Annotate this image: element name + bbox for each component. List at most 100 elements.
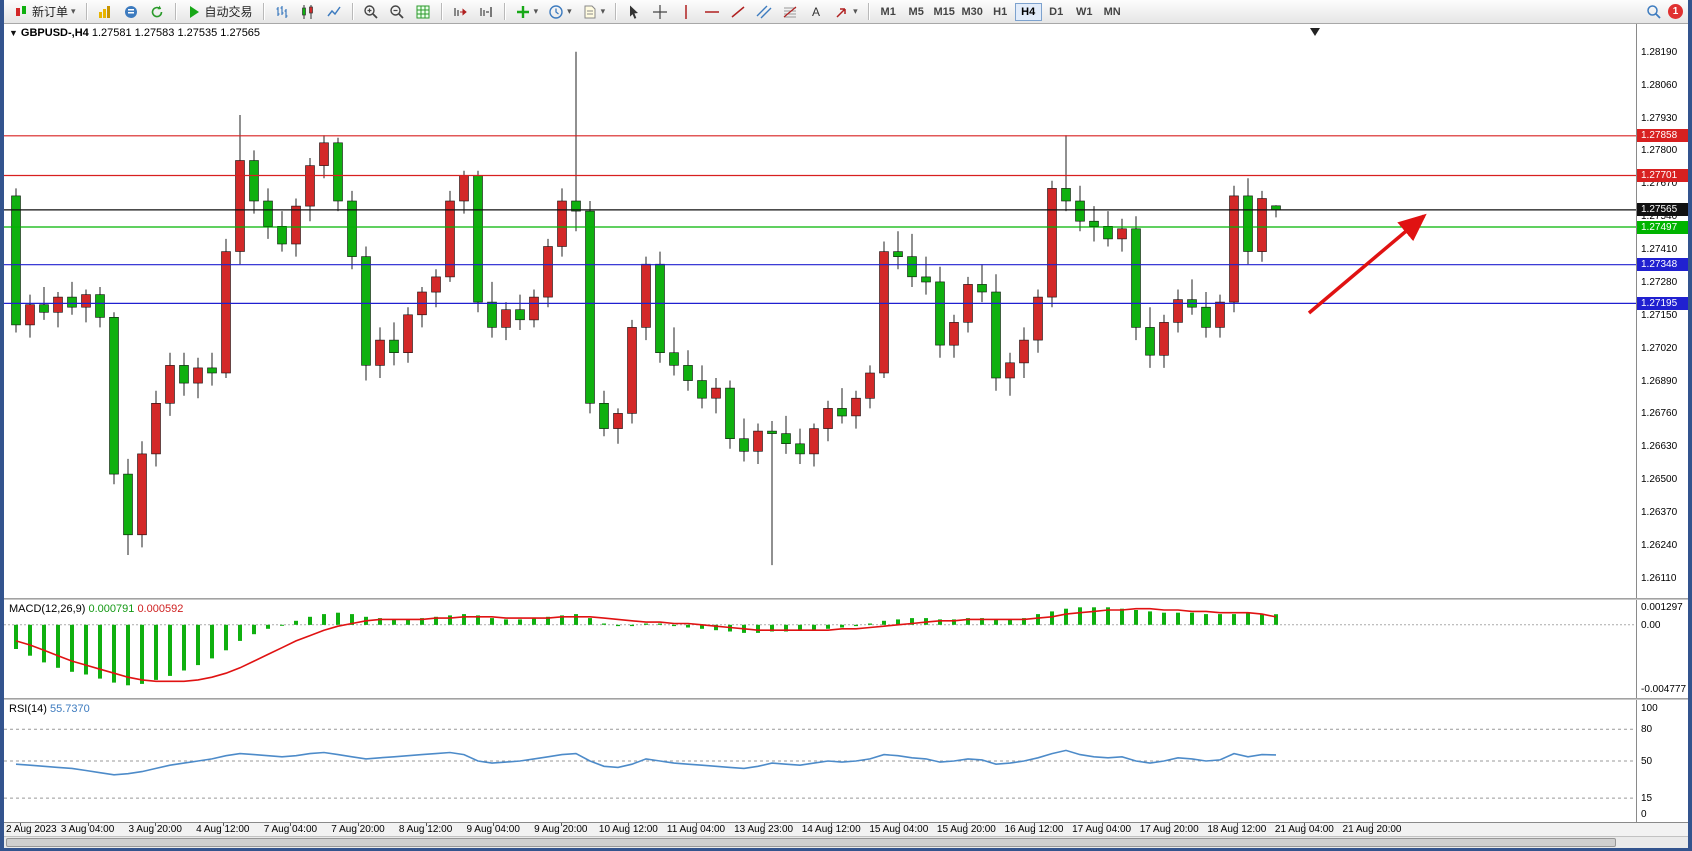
rsi-axis-tick: 50 <box>1641 756 1653 767</box>
timeframe-button-m30[interactable]: M30 <box>959 3 986 21</box>
time-axis[interactable]: 2 Aug 2023 3 Aug 04:00 3 Aug 20:00 4 Aug 12… <box>4 822 1688 836</box>
zoom-in-button[interactable] <box>359 2 383 22</box>
chart-shift-button[interactable] <box>474 2 498 22</box>
date-tick <box>1236 823 1238 826</box>
timeframe-button-h4[interactable]: H4 <box>1014 2 1042 21</box>
search-icon <box>1647 4 1661 19</box>
timeframe-button-mn[interactable]: MN <box>1099 3 1126 21</box>
text-tool-button[interactable]: A <box>804 2 828 22</box>
data-window-icon <box>124 5 137 18</box>
candlestick-chart-button[interactable] <box>296 2 320 22</box>
indicators-button[interactable]: ▾ <box>511 2 543 22</box>
chart-area: ▼ GBPUSD-,H4 1.27581 1.27583 1.27535 1.27… <box>4 24 1688 848</box>
rsi-header: RSI(14) 55.7370 <box>9 703 90 715</box>
line-chart-icon <box>326 6 341 16</box>
rsi-chart-canvas[interactable] <box>4 700 1636 822</box>
text-icon: A <box>812 5 820 19</box>
bar-chart-icon <box>276 5 288 18</box>
auto-scroll-button[interactable] <box>448 2 472 22</box>
search-button[interactable] <box>1642 2 1666 22</box>
zoom-out-button[interactable] <box>385 2 409 22</box>
horizontal-line-tool-button[interactable] <box>700 2 724 22</box>
macd-panel: MACD(12,26,9) 0.000791 0.000592 <box>4 600 1636 698</box>
timeframe-button-w1[interactable]: W1 <box>1071 3 1098 21</box>
date-tick <box>763 823 765 826</box>
timeframe-button-m15[interactable]: M15 <box>931 3 958 21</box>
date-tick <box>1372 823 1373 826</box>
price-tick: 1.26110 <box>1641 572 1677 584</box>
notification-badge[interactable]: 1 <box>1668 4 1683 19</box>
price-axis[interactable]: 1.28190 1.28060 1.27930 1.27800 1.27670 1.275… <box>1636 24 1688 822</box>
price-line-badge: 1.27858 <box>1637 129 1688 143</box>
date-tick <box>222 823 224 826</box>
date-label: 9 Aug 04:00 <box>466 824 520 835</box>
price-tick: 1.27800 <box>1641 145 1678 157</box>
crosshair-tool-button[interactable] <box>648 2 672 22</box>
fibonacci-tool-button[interactable] <box>778 2 802 22</box>
bar-chart-button[interactable] <box>270 2 294 22</box>
new-order-label: 新订单 <box>32 5 69 19</box>
date-label: 15 Aug 04:00 <box>869 824 929 835</box>
chart-shift-icon <box>479 6 492 17</box>
chart-header: ▼ GBPUSD-,H4 1.27581 1.27583 1.27535 1.27… <box>9 27 260 39</box>
price-line-badge: 1.27348 <box>1637 258 1688 272</box>
macd-label: MACD(12,26,9) <box>9 603 86 615</box>
date-label: 14 Aug 12:00 <box>801 824 861 835</box>
timeframe-button-d1[interactable]: D1 <box>1043 3 1070 21</box>
rsi-axis-tick: 15 <box>1641 793 1653 805</box>
timeframe-button-m1[interactable]: M1 <box>875 3 902 21</box>
date-tick <box>628 823 630 826</box>
toolbar-separator <box>351 3 353 20</box>
date-label: 2 Aug 2023 <box>6 824 57 835</box>
date-label: 18 Aug 12:00 <box>1207 824 1267 835</box>
date-label: 16 Aug 12:00 <box>1004 824 1064 835</box>
toolbar-separator <box>85 3 87 20</box>
price-tick: 1.27930 <box>1641 112 1678 124</box>
line-chart-button[interactable] <box>322 2 346 22</box>
price-tick: 1.26500 <box>1641 474 1678 486</box>
date-tick <box>493 823 495 826</box>
candlestick-chart-canvas[interactable] <box>4 24 1636 598</box>
date-tick <box>1101 823 1103 826</box>
cursor-tool-button[interactable] <box>622 2 646 22</box>
rsi-axis-tick: 80 <box>1641 724 1653 736</box>
toolbar-separator <box>615 3 617 20</box>
templates-button[interactable]: ▾ <box>578 2 610 22</box>
symbol-menu-icon[interactable]: ▼ <box>9 28 18 38</box>
toolbar-separator <box>262 3 264 20</box>
price-tick: 1.26890 <box>1641 375 1678 387</box>
date-label: 17 Aug 04:00 <box>1072 824 1132 835</box>
panel-splitter[interactable] <box>4 698 1688 700</box>
date-tick <box>425 823 427 826</box>
horizontal-scrollbar[interactable] <box>4 836 1688 848</box>
date-label: 13 Aug 23:00 <box>734 824 794 835</box>
date-tick <box>898 823 900 826</box>
date-tick <box>155 823 157 826</box>
timeframe-button-h1[interactable]: H1 <box>987 3 1014 21</box>
data-window-button[interactable] <box>119 2 143 22</box>
date-tick <box>290 823 292 826</box>
refresh-button[interactable] <box>145 2 169 22</box>
toolbar: 新订单 ▾ 自动交易 ▾ ▾ ▾ A ▾ <box>4 0 1688 24</box>
date-label: 9 Aug 20:00 <box>534 824 588 835</box>
trendline-tool-button[interactable] <box>726 2 750 22</box>
refresh-icon <box>151 5 162 17</box>
date-label: 21 Aug 20:00 <box>1342 824 1402 835</box>
candlestick-chart-icon <box>301 4 313 19</box>
grid-button[interactable] <box>411 2 435 22</box>
periods-button[interactable]: ▾ <box>544 2 576 22</box>
macd-axis-tick: -0.004777 <box>1641 684 1687 695</box>
panel-splitter[interactable] <box>4 598 1688 600</box>
trendline-icon <box>731 5 745 18</box>
autotrading-button[interactable]: 自动交易 <box>182 2 257 22</box>
macd-chart-canvas[interactable] <box>4 600 1636 698</box>
new-order-button[interactable]: 新订单 ▾ <box>9 2 80 22</box>
date-label: 3 Aug 20:00 <box>128 824 182 835</box>
date-label: 7 Aug 04:00 <box>263 824 318 835</box>
channel-tool-button[interactable] <box>752 2 776 22</box>
vertical-line-tool-button[interactable] <box>674 2 698 22</box>
arrows-tool-button[interactable]: ▾ <box>830 2 862 22</box>
market-watch-button[interactable] <box>93 2 117 22</box>
timeframe-button-m5[interactable]: M5 <box>903 3 930 21</box>
scrollbar-thumb[interactable] <box>6 838 1616 847</box>
